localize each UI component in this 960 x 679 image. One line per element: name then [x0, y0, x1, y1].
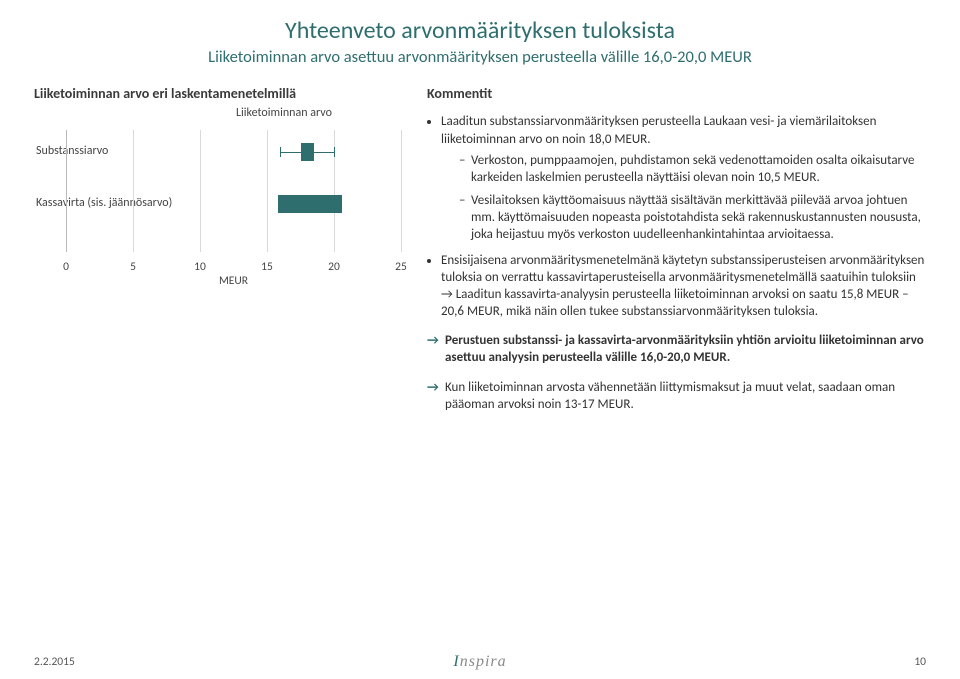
comment-bullet-text: Laaditun substanssiarvonmäärityksen peru…: [441, 114, 876, 146]
valuation-chart: Liiketoiminnan arvo SubstanssiarvoKassav…: [34, 112, 409, 292]
chart-gridline: [133, 130, 134, 252]
chart-xtick: 10: [194, 260, 206, 274]
conclusion-arrow: Perustuen substanssi- ja kassavirta-arvo…: [427, 332, 926, 366]
chart-whisker-cap: [334, 147, 335, 157]
comment-bullet-text: Ensisijaisena arvonmääritysmenetelmänä k…: [441, 253, 924, 319]
chart-x-unit: MEUR: [219, 274, 248, 288]
chart-box: [278, 195, 342, 213]
chart-box: [301, 143, 314, 161]
conclusion-arrow: Kun liiketoiminnan arvosta vähennetään l…: [427, 379, 926, 413]
footer-page-number: 10: [914, 655, 926, 669]
chart-xtick: 0: [63, 260, 69, 274]
chart-xtick: 25: [395, 260, 407, 274]
comment-sub-bullet: Vesilaitoksen käyttöomaisuus näyttää sis…: [459, 192, 926, 243]
comment-sub-list: Verkoston, pumppaamojen, puhdistamon sek…: [441, 152, 926, 244]
chart-whisker-cap: [280, 147, 281, 157]
chart-xtick: 15: [261, 260, 273, 274]
left-section-header: Liiketoiminnan arvo eri laskentamenetelm…: [34, 85, 409, 102]
chart-x-axis: MEUR 0510152025: [66, 260, 401, 280]
chart-gridline: [200, 130, 201, 252]
comment-bullet: Ensisijaisena arvonmääritysmenetelmänä k…: [441, 252, 926, 321]
comment-bullet: Laaditun substanssiarvonmäärityksen peru…: [441, 113, 926, 243]
right-section-header: Kommentit: [427, 85, 926, 103]
comment-list: Laaditun substanssiarvonmäärityksen peru…: [427, 113, 926, 320]
chart-series-label: Liiketoiminnan arvo: [236, 106, 332, 120]
chart-gridline: [267, 130, 268, 252]
logo-rest: nspira: [460, 653, 507, 670]
chart-xtick: 5: [130, 260, 136, 274]
chart-plot-area: [66, 130, 401, 252]
page-footer: 2.2.2015 Inspira 10: [0, 649, 960, 671]
footer-date: 2.2.2015: [34, 655, 75, 669]
chart-xtick: 20: [328, 260, 340, 274]
comment-sub-bullet: Verkoston, pumppaamojen, puhdistamon sek…: [459, 152, 926, 186]
footer-logo: Inspira: [453, 653, 506, 671]
page-title: Yhteenveto arvonmäärityksen tuloksista: [34, 16, 926, 45]
chart-gridline: [401, 130, 402, 252]
page-subtitle: Liiketoiminnan arvo asettuu arvonmäärity…: [34, 47, 926, 67]
chart-gridline: [66, 130, 67, 252]
